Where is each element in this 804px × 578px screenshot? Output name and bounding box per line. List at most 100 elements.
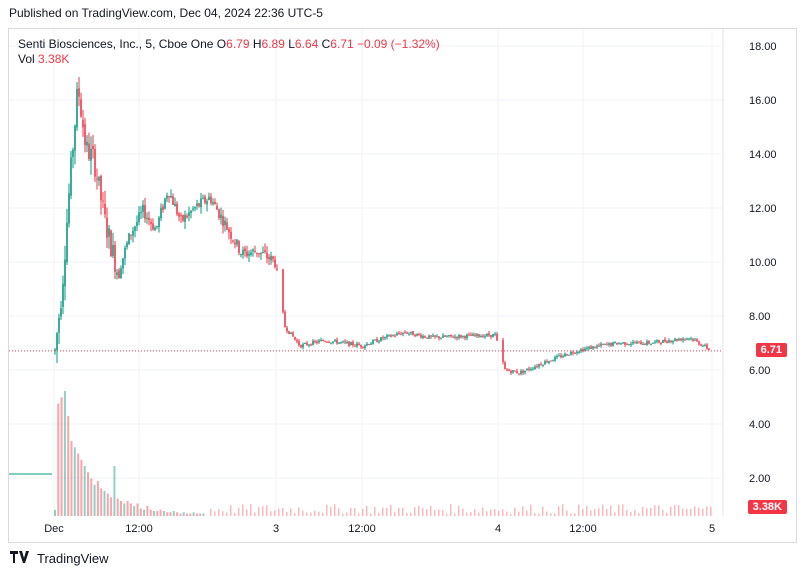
candle-body: [104, 203, 106, 215]
volume-bar: [166, 512, 169, 516]
volume-bar: [526, 510, 528, 516]
volume-bar: [670, 506, 672, 516]
candle-body: [388, 334, 390, 336]
candle-body: [136, 221, 138, 227]
candle-body: [352, 341, 354, 346]
volume-bar: [414, 507, 416, 516]
candle-body: [346, 341, 348, 343]
candle-body: [198, 203, 200, 207]
candle-body: [698, 341, 700, 345]
candle-body: [490, 335, 492, 337]
candle-body: [384, 336, 386, 339]
footer-brand[interactable]: TradingView: [37, 551, 109, 566]
candle-body: [254, 251, 256, 253]
candle-body: [176, 203, 178, 215]
candle-body: [602, 344, 604, 346]
volume-bar: [156, 511, 159, 516]
candle-body: [466, 334, 468, 339]
candle-body: [272, 256, 274, 260]
candle-body: [618, 343, 620, 345]
volume-bar: [80, 459, 83, 516]
candle-body: [606, 344, 608, 346]
candle-body: [170, 195, 172, 198]
candle-body: [370, 343, 372, 345]
volume-bar: [146, 506, 149, 516]
candle-body: [308, 344, 310, 346]
candle-body: [402, 332, 404, 335]
candle-body: [582, 348, 584, 352]
candle-body: [556, 355, 558, 358]
y-tick-label: 14.00: [749, 149, 777, 161]
candle-body: [548, 361, 550, 364]
candle-body: [122, 258, 124, 269]
volume-legend: Vol 3.38K: [18, 52, 69, 66]
candle-body: [586, 347, 588, 349]
candle-body: [216, 205, 218, 210]
candle-body: [506, 369, 508, 371]
candle-body: [284, 311, 286, 328]
candle-body: [168, 196, 170, 198]
candle-body: [688, 338, 690, 340]
chart-frame[interactable]: [8, 28, 797, 543]
candle-body: [190, 210, 192, 214]
candle-body: [382, 337, 384, 339]
candle-body: [428, 335, 430, 339]
volume-bar: [370, 513, 372, 516]
volume-bar: [366, 505, 368, 516]
tradingview-logo-icon[interactable]: [10, 551, 32, 566]
candle-body: [442, 335, 444, 338]
volume-bar: [334, 504, 336, 516]
candle-body: [306, 342, 308, 346]
candle-body: [114, 245, 116, 272]
volume-bar: [398, 507, 400, 516]
candle-body: [62, 283, 64, 307]
candle-body: [144, 204, 146, 219]
candle-body: [302, 344, 304, 348]
candle-body: [612, 342, 614, 346]
candle-body: [60, 308, 62, 317]
candle-body: [270, 255, 272, 261]
candle-body: [550, 360, 552, 362]
candle-body: [684, 338, 686, 340]
candle-body: [462, 335, 464, 337]
volume-bar: [658, 505, 660, 516]
symbol-title[interactable]: Senti Biosciences, Inc., 5, Cboe One: [18, 37, 214, 51]
volume-bar: [153, 511, 155, 516]
volume-bar: [87, 472, 89, 516]
candle-body: [614, 342, 616, 344]
candle-body: [458, 335, 460, 338]
candle-body: [472, 334, 474, 336]
candle-body: [118, 270, 120, 279]
volume-bar: [518, 511, 520, 516]
candle-body: [252, 249, 254, 252]
volume-bar: [254, 512, 256, 516]
candle-body: [244, 248, 246, 252]
volume-bar: [238, 508, 240, 516]
candle-body: [408, 333, 410, 335]
volume-bar: [290, 508, 292, 516]
candle-body: [640, 341, 642, 345]
volume-bar: [90, 478, 93, 516]
candle-body: [410, 331, 412, 334]
candle-body: [630, 343, 632, 345]
candle-body: [552, 360, 554, 362]
candle-body: [540, 364, 542, 366]
volume-bar: [326, 504, 328, 516]
candle-body: [246, 251, 248, 257]
candle-body: [526, 368, 528, 371]
candle-body: [704, 344, 706, 346]
candle-body: [444, 335, 446, 337]
candle-body: [334, 339, 336, 342]
candle-body: [406, 332, 408, 334]
candle-body: [374, 339, 376, 341]
volume-bar: [386, 507, 388, 516]
candle-body: [360, 344, 362, 347]
candle-body: [248, 253, 250, 256]
candle-body: [436, 336, 438, 338]
candle-body: [196, 203, 198, 206]
candle-body: [336, 339, 338, 344]
volume-bar: [710, 506, 712, 516]
volume-bar: [189, 513, 192, 516]
candle-body: [426, 337, 428, 339]
